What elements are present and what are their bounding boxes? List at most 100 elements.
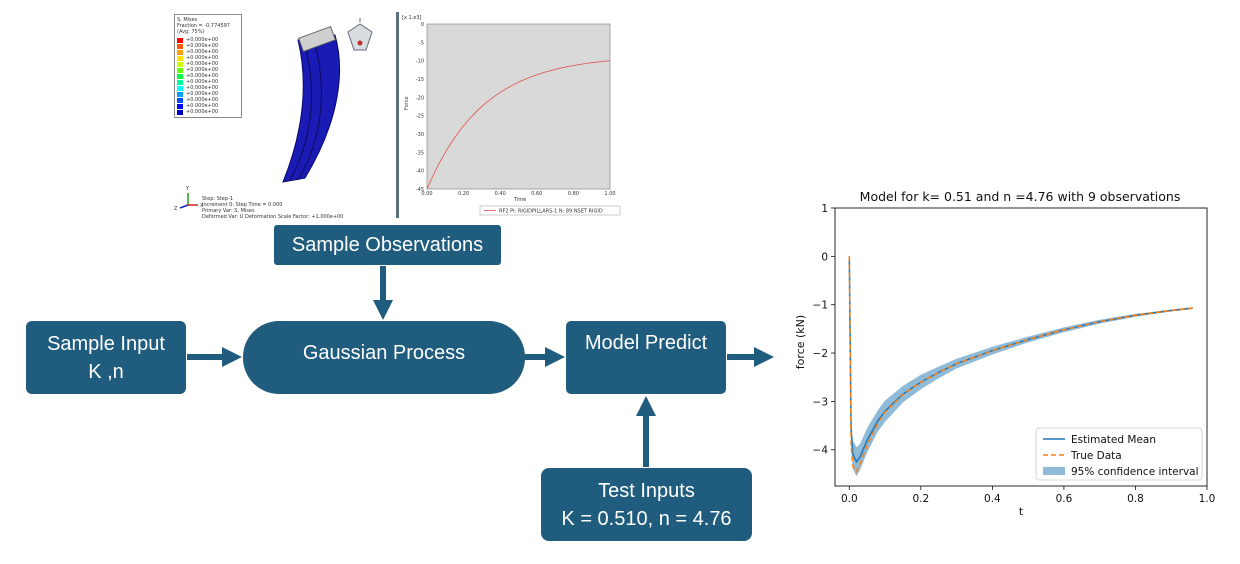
x-tick-label: 1.0 xyxy=(1199,493,1216,505)
test-inputs-label-1: Test Inputs xyxy=(598,479,695,502)
fea-legend-header-line: S, Mises xyxy=(177,17,198,23)
abaqus-ytick: -20 xyxy=(416,95,424,101)
abaqus-ytick: -35 xyxy=(416,150,424,156)
abaqus-legend-text: RF2 PI: RIGIDPILLARS-1 N: 89 NSET RIGID xyxy=(499,209,603,215)
fea-legend-value: +0.000e+00 xyxy=(186,43,219,49)
test-inputs-box: Test Inputs K = 0.510, n = 4.76 xyxy=(541,468,752,541)
fea-legend-value: +0.000e+00 xyxy=(186,109,219,115)
fea-legend-swatch xyxy=(177,67,183,73)
fea-legend-swatch xyxy=(177,85,183,91)
fea-legend-row: +0.000e+00 xyxy=(177,85,239,91)
fea-legend-value: +0.000e+00 xyxy=(186,67,219,73)
fea-legend-value: +0.000e+00 xyxy=(186,85,219,91)
fea-beam-edge xyxy=(289,41,313,181)
fea-legend-value: +0.000e+00 xyxy=(186,103,219,109)
y-tick-label: −4 xyxy=(813,445,829,457)
legend-label: 95% confidence interval xyxy=(1071,466,1199,478)
fea-legend-swatch xyxy=(177,49,183,55)
abaqus-ylabel: Force xyxy=(404,96,410,110)
abaqus-xtick: 0.80 xyxy=(568,191,579,197)
fea-legend-value: +0.000e+00 xyxy=(186,49,219,55)
fea-legend-swatch xyxy=(177,97,183,103)
abaqus-xtick: 0.00 xyxy=(421,191,432,197)
arrow-input-to-gp xyxy=(187,354,225,360)
fea-beam-edge-2 xyxy=(297,39,322,181)
x-tick-label: 0.4 xyxy=(984,493,1001,505)
abaqus-ytick: -10 xyxy=(416,59,424,65)
fea-legend-row: +0.000e+00 xyxy=(177,37,239,43)
gaussian-process-box: Gaussian Process xyxy=(243,321,525,394)
chart-frame xyxy=(834,207,1208,487)
fea-legend-row: +0.000e+00 xyxy=(177,61,239,67)
fea-legend-row: +0.000e+00 xyxy=(177,73,239,79)
series-line-1 xyxy=(848,256,1193,473)
fea-legend-swatch xyxy=(177,109,183,115)
fea-legend-row: +0.000e+00 xyxy=(177,43,239,49)
fea-legend-value: +0.000e+00 xyxy=(186,79,219,85)
fea-axis-y: Y xyxy=(185,186,190,192)
fea-beam-svg: Y X Z Step: Step-1 Increment 0: Step Tim… xyxy=(174,18,373,220)
y-tick-label: 1 xyxy=(821,203,828,215)
fea-legend-row: +0.000e+00 xyxy=(177,79,239,85)
fea-step-line1: Step: Step-1 xyxy=(202,196,233,202)
fea-legend-value: +0.000e+00 xyxy=(186,55,219,61)
fea-separator xyxy=(396,12,399,218)
fea-legend-swatch xyxy=(177,43,183,49)
fea-legend-header-line: (Avg: 75%) xyxy=(177,29,205,35)
abaqus-legend-box xyxy=(479,205,621,216)
abaqus-ytick: -15 xyxy=(416,77,424,83)
gp-result-chart: Model for k= 0.51 and n =4.76 with 9 obs… xyxy=(794,189,1216,518)
chart-title: Model for k= 0.51 and n =4.76 with 9 obs… xyxy=(860,189,1181,204)
fea-legend-swatch xyxy=(177,79,183,85)
fea-legend-swatch xyxy=(177,61,183,67)
abaqus-ytick: -25 xyxy=(416,114,424,120)
x-tick-label: 0.0 xyxy=(841,493,858,505)
fea-legend-value: +0.000e+00 xyxy=(186,61,219,67)
fea-legend-row: +0.000e+00 xyxy=(177,67,239,73)
abaqus-curve xyxy=(426,60,611,190)
fea-legend: S, Mises Fraction = -0.774597 (Avg: 75%) +… xyxy=(174,14,242,118)
fea-legend-header-line: Fraction = -0.774597 xyxy=(177,23,230,29)
chart-xlabel: t xyxy=(1019,505,1024,518)
arrow-test-to-predict xyxy=(643,413,649,467)
fea-legend-row: +0.000e+00 xyxy=(177,109,239,115)
fea-legend-swatch xyxy=(177,91,183,97)
arrow-predict-to-chart xyxy=(727,354,757,360)
model-predict-box: Model Predict xyxy=(566,321,726,394)
fea-legend-swatch xyxy=(177,103,183,109)
y-tick-label: −2 xyxy=(813,348,828,360)
legend-swatch xyxy=(1043,467,1065,475)
abaqus-xlabel: Time xyxy=(513,197,526,203)
fea-legend-row: +0.000e+00 xyxy=(177,55,239,61)
abaqus-xtick: 0.60 xyxy=(531,191,542,197)
fea-beam-top xyxy=(297,25,337,53)
abaqus-multiplier: [x 1.e3] xyxy=(402,15,422,21)
sample-observations-label: Sample Observations xyxy=(291,234,484,256)
legend-label: Estimated Mean xyxy=(1071,434,1156,446)
gaussian-process-label: Gaussian Process xyxy=(302,342,466,364)
arrow-observations-to-gp xyxy=(380,266,386,304)
sample-input-label-1: Sample Input xyxy=(47,332,165,355)
abaqus-plot: [x 1.e3] Force Time 0 -5 -10 -15 -20 -25 -30 -3… xyxy=(402,15,621,216)
legend-box xyxy=(1035,427,1203,481)
sample-observations-box: Sample Observations xyxy=(274,225,501,265)
abaqus-ytick: -40 xyxy=(416,169,424,175)
abaqus-xtick: 0.40 xyxy=(495,191,506,197)
abaqus-ytick: -5 xyxy=(419,40,424,46)
fea-legend-row: +0.000e+00 xyxy=(177,97,239,103)
fea-legend-value: +0.000e+00 xyxy=(186,97,219,103)
x-tick-label: 0.6 xyxy=(1056,493,1073,505)
abaqus-xtick: 1.00 xyxy=(604,191,615,197)
fea-image: S, Mises Fraction = -0.774597 (Avg: 75%) +… xyxy=(170,10,395,220)
fea-legend-value: +0.000e+00 xyxy=(186,91,219,97)
fea-legend-swatch xyxy=(177,73,183,79)
fea-legend-swatch xyxy=(177,37,183,43)
x-tick-label: 0.2 xyxy=(912,493,929,505)
fea-step-line3: Primary Var: S, Mises xyxy=(202,208,255,214)
chart-ylabel: force (kN) xyxy=(794,315,807,369)
y-tick-label: −1 xyxy=(813,300,828,312)
fea-step-line2: Increment 0: Step Time = 0.000 xyxy=(202,202,282,208)
fea-legend-swatch xyxy=(177,55,183,61)
model-predict-label: Model Predict xyxy=(584,332,708,354)
legend-label: True Data xyxy=(1070,450,1122,462)
